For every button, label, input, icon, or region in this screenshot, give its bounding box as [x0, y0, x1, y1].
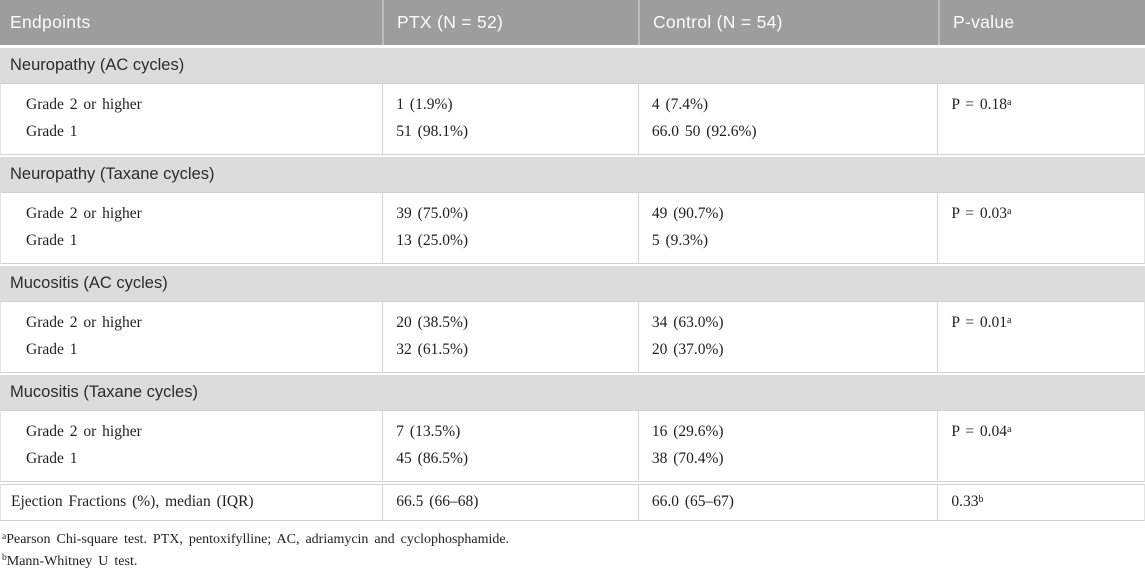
pvalue-text: 0.33b [938, 488, 1144, 515]
row-label: Grade 2 or higher [1, 91, 382, 118]
cell-value: 66.5 (66–68) [383, 488, 638, 515]
footnote-marker: a [1007, 97, 1011, 108]
section-header-neuropathy-taxane: Neuropathy (Taxane cycles) [0, 157, 1145, 192]
pvalue-text: P = 0.01a [938, 309, 1144, 336]
row-label: Grade 1 [1, 118, 382, 145]
endpoint-cell: Grade 2 or higher Grade 1 [1, 84, 382, 154]
footnote-marker: a [1007, 315, 1011, 326]
row-label: Grade 1 [1, 227, 382, 254]
cell-value: 45 (86.5%) [383, 445, 638, 472]
cell-value: 66.0 (65–67) [639, 488, 937, 515]
pvalue-cell: P = 0.18a [937, 84, 1144, 154]
endpoint-cell: Grade 2 or higher Grade 1 [1, 193, 382, 263]
endpoint-cell: Grade 2 or higher Grade 1 [1, 302, 382, 372]
cell-value: 34 (63.0%) [639, 309, 937, 336]
section-header-mucositis-ac: Mucositis (AC cycles) [0, 266, 1145, 301]
cell-value: 16 (29.6%) [639, 418, 937, 445]
row-label: Grade 1 [1, 445, 382, 472]
ptx-cell: 20 (38.5%) 32 (61.5%) [382, 302, 638, 372]
footnote-b: bMann-Whitney U test. [2, 551, 1145, 572]
control-cell: 16 (29.6%) 38 (70.4%) [638, 411, 937, 481]
pvalue-cell: P = 0.01a [937, 302, 1144, 372]
cell-value: 66.0 50 (92.6%) [639, 118, 937, 145]
row-label: Grade 2 or higher [1, 309, 382, 336]
control-cell: 66.0 (65–67) [638, 485, 937, 520]
footnote-marker: b [2, 553, 7, 563]
table-row-group-mucositis-taxane: Grade 2 or higher Grade 1 7 (13.5%) 45 (… [0, 410, 1145, 482]
column-header-pvalue: P-value [938, 0, 1145, 45]
pvalue-cell: 0.33b [937, 485, 1144, 520]
control-cell: 34 (63.0%) 20 (37.0%) [638, 302, 937, 372]
table-row-group-neuropathy-taxane: Grade 2 or higher Grade 1 39 (75.0%) 13 … [0, 192, 1145, 264]
row-label: Grade 2 or higher [1, 418, 382, 445]
column-header-endpoints: Endpoints [0, 0, 382, 45]
cell-value: 38 (70.4%) [639, 445, 937, 472]
control-cell: 4 (7.4%) 66.0 50 (92.6%) [638, 84, 937, 154]
cell-value: 1 (1.9%) [383, 91, 638, 118]
table-row-ejection-fractions: Ejection Fractions (%), median (IQR) 66.… [0, 484, 1145, 521]
row-label: Ejection Fractions (%), median (IQR) [1, 488, 382, 515]
cell-value: 5 (9.3%) [639, 227, 937, 254]
cell-value: 7 (13.5%) [383, 418, 638, 445]
cell-value: 20 (37.0%) [639, 336, 937, 363]
pvalue-cell: P = 0.04a [937, 411, 1144, 481]
pvalue-cell: P = 0.03a [937, 193, 1144, 263]
cell-value: 20 (38.5%) [383, 309, 638, 336]
column-header-control: Control (N = 54) [638, 0, 938, 45]
footnote-marker: b [978, 494, 983, 505]
ptx-cell: 66.5 (66–68) [382, 485, 638, 520]
pvalue-text: P = 0.04a [938, 418, 1144, 445]
footnote-a: aPearson Chi-square test. PTX, pentoxify… [2, 529, 1145, 551]
table-header-row: Endpoints PTX (N = 52) Control (N = 54) … [0, 0, 1145, 45]
row-label: Grade 1 [1, 336, 382, 363]
footnote-marker: a [1007, 424, 1011, 435]
row-label: Grade 2 or higher [1, 200, 382, 227]
section-header-neuropathy-ac: Neuropathy (AC cycles) [0, 48, 1145, 83]
control-cell: 49 (90.7%) 5 (9.3%) [638, 193, 937, 263]
table-footnotes: aPearson Chi-square test. PTX, pentoxify… [0, 521, 1145, 572]
cell-value: 32 (61.5%) [383, 336, 638, 363]
pvalue-text: P = 0.18a [938, 91, 1144, 118]
cell-value: 51 (98.1%) [383, 118, 638, 145]
table-row-group-mucositis-ac: Grade 2 or higher Grade 1 20 (38.5%) 32 … [0, 301, 1145, 373]
footnote-marker: a [1007, 206, 1011, 217]
endpoint-cell: Grade 2 or higher Grade 1 [1, 411, 382, 481]
footnote-marker: a [2, 532, 6, 542]
pvalue-text: P = 0.03a [938, 200, 1144, 227]
endpoint-cell: Ejection Fractions (%), median (IQR) [1, 485, 382, 520]
cell-value: 4 (7.4%) [639, 91, 937, 118]
ptx-cell: 1 (1.9%) 51 (98.1%) [382, 84, 638, 154]
ptx-cell: 39 (75.0%) 13 (25.0%) [382, 193, 638, 263]
cell-value: 13 (25.0%) [383, 227, 638, 254]
ptx-cell: 7 (13.5%) 45 (86.5%) [382, 411, 638, 481]
cell-value: 49 (90.7%) [639, 200, 937, 227]
table-row-group-neuropathy-ac: Grade 2 or higher Grade 1 1 (1.9%) 51 (9… [0, 83, 1145, 155]
section-header-mucositis-taxane: Mucositis (Taxane cycles) [0, 375, 1145, 410]
column-header-ptx: PTX (N = 52) [382, 0, 638, 45]
cell-value: 39 (75.0%) [383, 200, 638, 227]
